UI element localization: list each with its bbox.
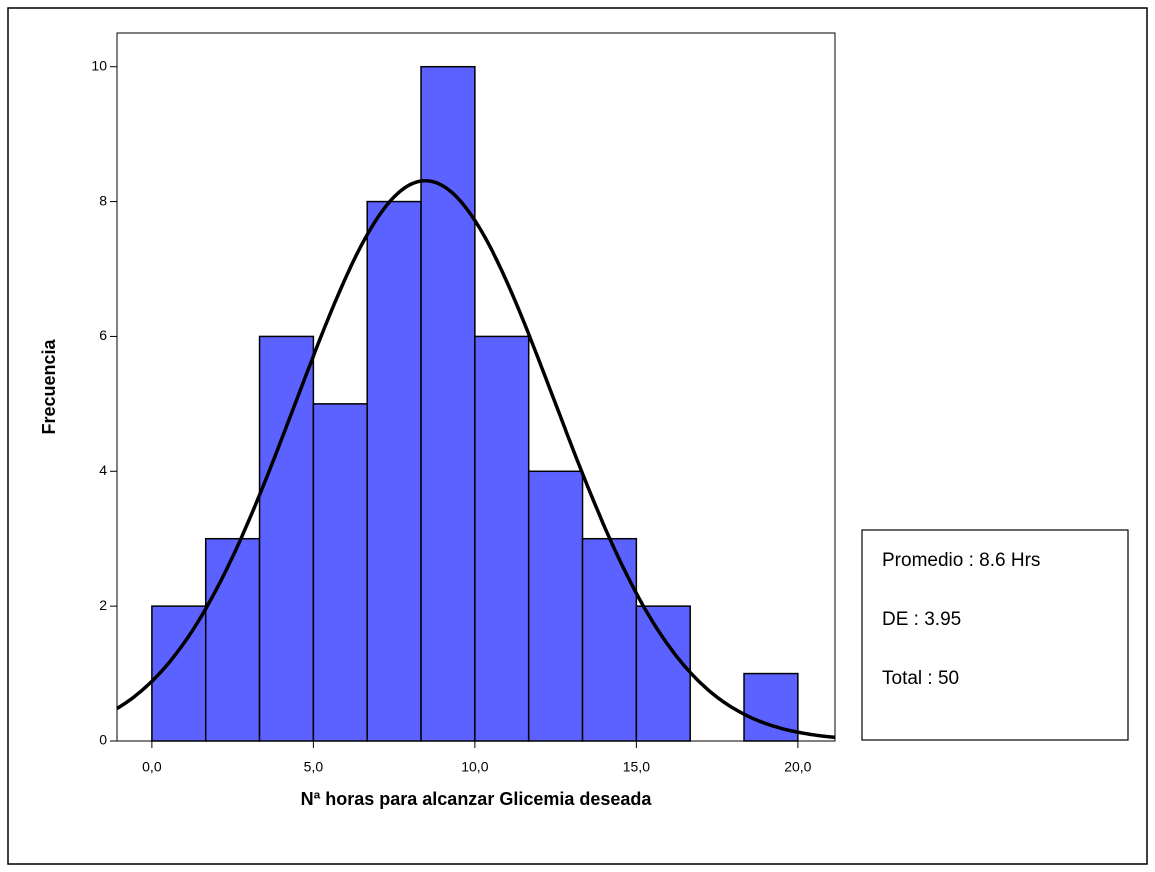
bar <box>474 335 530 742</box>
stats-box <box>861 529 1129 741</box>
bar <box>581 537 638 742</box>
bar <box>420 65 476 742</box>
bar <box>527 470 584 742</box>
x-tick-label: 15,0 <box>623 759 650 775</box>
x-tick-label: 5,0 <box>304 759 324 775</box>
y-axis-title: Frecuencia <box>39 338 59 434</box>
x-tick-label: 10,0 <box>461 759 488 775</box>
y-tick-label: 2 <box>99 597 107 613</box>
stats-text: Promedio : 8.6 Hrs <box>882 550 1040 571</box>
y-tick-label: 10 <box>91 57 107 73</box>
normal-curve <box>116 179 836 740</box>
bar <box>258 335 315 742</box>
frame <box>7 7 1148 865</box>
stats-text: Total : 50 <box>882 668 959 689</box>
stats-text: DE : 3.95 <box>882 609 961 630</box>
bar <box>635 605 691 742</box>
y-tick-label: 6 <box>99 327 107 343</box>
bar <box>204 537 261 742</box>
y-tick-label: 0 <box>99 732 107 748</box>
x-axis-title: Nª horas para alcanzar Glicemia deseada <box>301 789 653 809</box>
y-tick-label: 4 <box>99 462 107 478</box>
y-tick-label: 8 <box>99 192 107 208</box>
bar <box>312 403 368 742</box>
bar <box>366 200 422 742</box>
x-tick-label: 20,0 <box>784 759 811 775</box>
x-tick-label: 0,0 <box>142 759 162 775</box>
